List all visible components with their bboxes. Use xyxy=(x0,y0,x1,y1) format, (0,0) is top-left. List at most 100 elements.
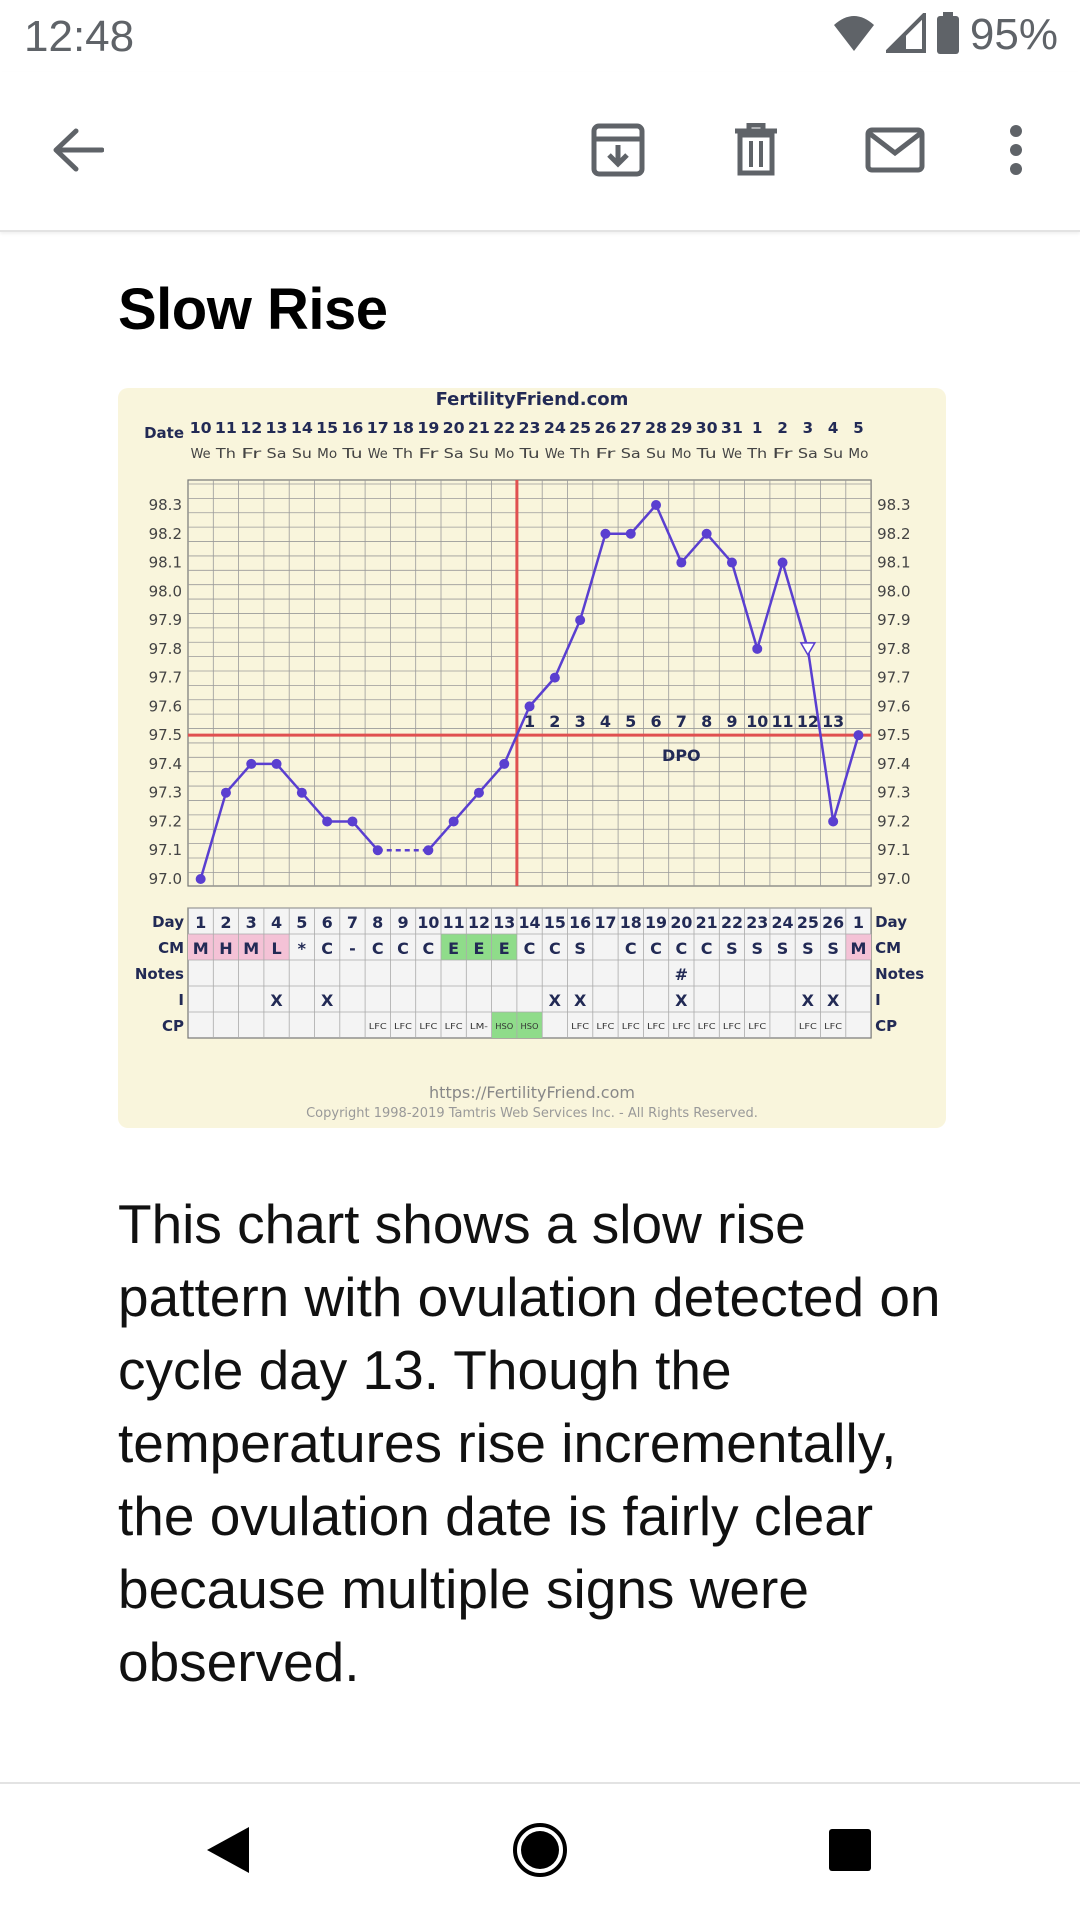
y-tick-label-left: 97.2 xyxy=(149,812,182,830)
cycle-day-label: 11 xyxy=(443,913,465,932)
y-tick-label-right: 98.1 xyxy=(877,554,910,572)
system-back-button[interactable] xyxy=(198,1822,258,1882)
weekday-tick-label: Fr xyxy=(595,447,616,462)
date-tick-label: 13 xyxy=(266,419,288,437)
temperature-line-segment xyxy=(528,676,556,708)
archive-button[interactable] xyxy=(578,112,658,192)
temperature-point xyxy=(575,615,586,626)
intercourse-marker: X xyxy=(802,991,815,1010)
weekday-tick-label: Th xyxy=(569,447,590,462)
delete-button[interactable] xyxy=(716,112,796,192)
cervical-mucus-label: S xyxy=(751,939,763,958)
cervical-mucus-label: C xyxy=(625,939,637,958)
cycle-day-label: 1 xyxy=(195,913,206,932)
weekday-tick-label: Tu xyxy=(518,447,539,462)
cervical-mucus-label: C xyxy=(650,939,662,958)
weekday-tick-label: Tu xyxy=(695,447,716,462)
cp-test-label: LFC xyxy=(799,1022,817,1031)
home-circle-icon xyxy=(512,1822,568,1883)
temperature-point xyxy=(347,816,358,827)
y-tick-label-right: 98.0 xyxy=(877,582,910,600)
battery-percent: 95% xyxy=(969,10,1058,59)
cervical-mucus-label: M xyxy=(850,939,866,958)
weekday-tick-label: We xyxy=(722,447,742,462)
cp-test-label: LFC xyxy=(445,1022,463,1031)
y-tick-label-left: 98.0 xyxy=(149,582,182,600)
cycle-day-label: 16 xyxy=(569,913,591,932)
status-bar: 12:48 95% xyxy=(0,0,1080,72)
temperature-line-segment xyxy=(199,792,228,880)
y-tick-label-left: 97.1 xyxy=(149,841,182,859)
system-home-button[interactable] xyxy=(510,1822,570,1882)
temperature-point xyxy=(246,758,257,769)
cp-test-label: LFC xyxy=(824,1022,842,1031)
cycle-day-label: 20 xyxy=(670,913,692,932)
temperature-point xyxy=(600,528,611,539)
bbt-chart-image[interactable]: FertilityFriend.com Date 10 11 12 13 14 15 16 17 1… xyxy=(118,388,946,1128)
temperature-line-segment xyxy=(578,533,607,621)
cervical-mucus-label: M xyxy=(243,939,259,958)
temperature-point xyxy=(752,643,763,654)
dpo-number: 11 xyxy=(772,712,794,731)
temperature-line-segment xyxy=(300,791,329,823)
temperature-point xyxy=(296,787,307,798)
row-label-left-notes: Notes xyxy=(135,965,184,983)
note-marker: # xyxy=(675,965,688,984)
back-arrow-icon xyxy=(52,128,105,177)
y-tick-label-left: 97.5 xyxy=(149,726,182,744)
cervical-mucus-label: C xyxy=(372,939,384,958)
nav-divider xyxy=(0,1782,1080,1784)
row-label-left-cp: CP xyxy=(162,1017,184,1035)
weekday-tick-label: Th xyxy=(392,447,413,462)
temperature-line-segment xyxy=(225,763,253,794)
date-tick-label: 25 xyxy=(569,419,591,437)
temperature-point xyxy=(676,557,687,568)
status-time: 12:48 xyxy=(24,12,135,61)
y-tick-label-right: 98.2 xyxy=(877,525,910,543)
cycle-day-label: 2 xyxy=(220,913,231,932)
cervical-mucus-label: C xyxy=(675,939,687,958)
y-tick-label-left: 98.2 xyxy=(149,525,182,543)
temperature-line-segment xyxy=(654,504,683,564)
app-bar xyxy=(0,72,1080,232)
more-vert-icon xyxy=(1009,124,1023,180)
cycle-day-label: 26 xyxy=(822,913,844,932)
temperature-line-segment xyxy=(351,820,379,852)
temperature-point xyxy=(777,557,788,568)
more-options-button[interactable] xyxy=(976,112,1056,192)
cp-test-label: HSO xyxy=(521,1022,539,1031)
y-tick-label-right: 97.7 xyxy=(877,669,910,687)
dpo-number: 2 xyxy=(549,712,560,731)
temperature-point xyxy=(372,845,383,856)
cycle-day-label: 25 xyxy=(797,913,819,932)
cm-cell-highlight xyxy=(213,934,239,960)
cycle-day-label: 7 xyxy=(347,913,358,932)
system-recents-button[interactable] xyxy=(820,1822,880,1882)
cycle-day-label: 4 xyxy=(271,913,282,932)
intercourse-marker: X xyxy=(549,991,562,1010)
date-tick-label: 1 xyxy=(752,419,762,437)
y-tick-label-right: 97.4 xyxy=(877,755,910,773)
y-tick-label-left: 98.3 xyxy=(149,496,182,514)
cervical-mucus-label: S xyxy=(726,939,738,958)
weekday-tick-label: Fr xyxy=(773,447,794,462)
cp-test-label: LFC xyxy=(647,1022,665,1031)
date-tick-label: 18 xyxy=(392,419,414,437)
dpo-number: 5 xyxy=(625,712,636,731)
y-tick-label-left: 97.7 xyxy=(149,669,182,687)
date-tick-label: 16 xyxy=(341,419,363,437)
temperature-point xyxy=(271,758,282,769)
temperature-line-segment xyxy=(831,734,860,822)
weekday-tick-label: Fr xyxy=(241,447,262,462)
cycle-day-label: 22 xyxy=(721,913,743,932)
system-nav-bar xyxy=(0,1784,1080,1920)
date-tick-label: 4 xyxy=(828,419,838,437)
cp-test-label: LFC xyxy=(723,1022,741,1031)
date-tick-label: 28 xyxy=(645,419,667,437)
mail-button[interactable] xyxy=(855,112,935,192)
cycle-day-label: 9 xyxy=(397,913,408,932)
y-tick-label-right: 98.3 xyxy=(877,496,910,514)
post-body: This chart shows a slow rise pattern wit… xyxy=(118,1193,941,1693)
back-button[interactable] xyxy=(38,112,118,192)
chart-copyright: Copyright 1998-2019 Tamtris Web Services… xyxy=(306,1106,758,1121)
